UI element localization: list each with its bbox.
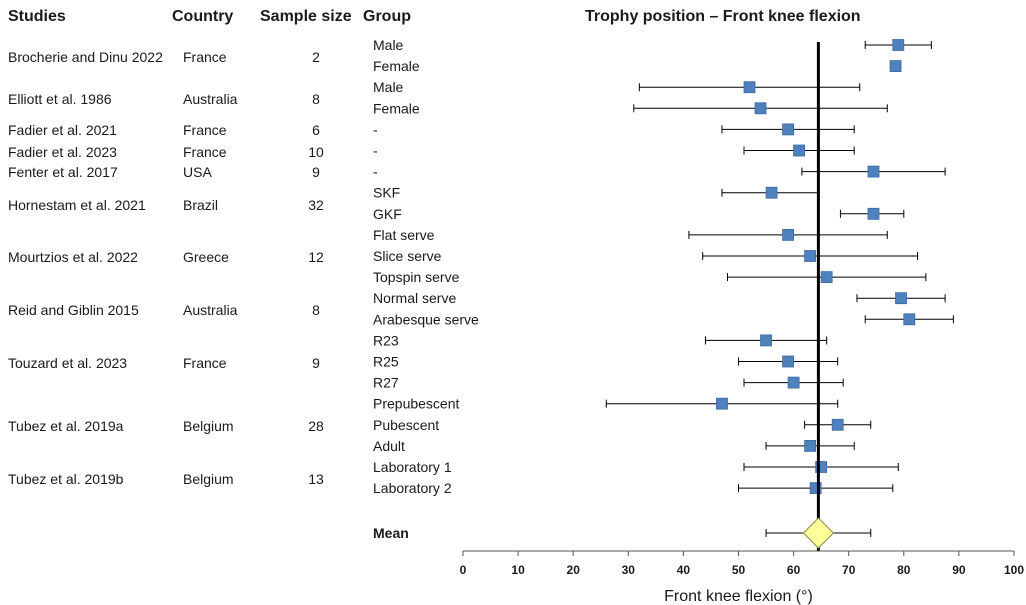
study-country: Australia	[183, 302, 238, 318]
effect-marker	[892, 39, 905, 51]
group-label: -	[373, 143, 378, 159]
x-tick-label: 70	[842, 563, 856, 577]
group-label: Male	[373, 37, 404, 53]
study-sample-size: 32	[308, 197, 324, 213]
effect-marker	[815, 461, 828, 473]
effect-marker	[787, 376, 800, 389]
study-name: Fadier et al. 2023	[8, 144, 117, 160]
group-label: -	[373, 121, 378, 137]
group-label: Laboratory 2	[373, 480, 452, 496]
study-sample-size: 10	[308, 144, 324, 160]
effect-marker	[782, 228, 794, 241]
group-label: GKF	[373, 206, 402, 222]
study-sample-size: 12	[308, 249, 324, 265]
study-country: Belgium	[183, 471, 234, 487]
study-sample-size: 8	[312, 91, 320, 107]
effect-marker	[782, 123, 794, 136]
group-label: SKF	[373, 185, 400, 201]
plot-title: Trophy position – Front knee flexion	[585, 8, 861, 25]
header-studies: Studies	[8, 8, 66, 25]
study-sample-size: 9	[312, 355, 320, 371]
effect-marker	[867, 207, 880, 220]
effect-marker	[743, 81, 756, 94]
study-country: Greece	[183, 249, 229, 265]
study-name: Fenter et al. 2017	[8, 164, 118, 180]
effect-marker	[895, 292, 907, 305]
effect-marker	[889, 60, 902, 72]
group-label: Pubescent	[373, 417, 439, 433]
study-country: France	[183, 122, 227, 138]
study-sample-size: 2	[312, 49, 320, 65]
effect-marker	[867, 165, 880, 178]
effect-marker	[782, 355, 794, 368]
study-name: Hornestam et al. 2021	[8, 197, 146, 213]
study-sample-size: 9	[312, 164, 320, 180]
group-label: Female	[373, 58, 420, 74]
x-tick-label: 20	[567, 563, 581, 577]
group-label: Prepubescent	[373, 396, 460, 412]
effect-marker	[716, 397, 728, 410]
x-tick-label: 0	[460, 563, 467, 577]
header-sample-size: Sample size	[260, 8, 352, 25]
study-country: Australia	[183, 91, 238, 107]
x-tick-label: 80	[897, 563, 911, 577]
group-label: Female	[373, 100, 420, 116]
study-name: Fadier et al. 2021	[8, 122, 117, 138]
effect-marker	[831, 418, 844, 431]
effect-marker	[809, 482, 822, 495]
summary-label: Mean	[373, 525, 409, 541]
study-name: Touzard et al. 2023	[8, 355, 128, 371]
effect-marker	[754, 102, 767, 115]
x-tick-label: 40	[677, 563, 691, 577]
study-sample-size: 6	[312, 122, 320, 138]
study-sample-size: 8	[312, 302, 320, 318]
x-axis-label: Front knee flexion (°)	[664, 588, 813, 605]
study-name: Reid and Giblin 2015	[8, 302, 139, 318]
study-country: France	[183, 49, 227, 65]
group-label: Adult	[373, 438, 405, 454]
study-name: Elliott et al. 1986	[8, 91, 112, 107]
group-label: Laboratory 1	[373, 459, 452, 475]
group-label: Topspin serve	[373, 269, 460, 285]
effect-marker	[793, 144, 806, 157]
group-label: Arabesque serve	[373, 311, 479, 327]
x-tick-label: 50	[732, 563, 746, 577]
group-label: Flat serve	[373, 227, 435, 243]
effect-marker	[903, 313, 916, 326]
group-label: Normal serve	[373, 290, 456, 306]
x-tick-label: 90	[952, 563, 966, 577]
x-tick-label: 60	[787, 563, 801, 577]
x-tick-label: 30	[622, 563, 636, 577]
study-name: Mourtzios et al. 2022	[8, 249, 138, 265]
group-label: R23	[373, 332, 399, 348]
effect-marker	[804, 439, 817, 452]
effect-marker	[820, 271, 833, 284]
study-country: USA	[183, 164, 212, 180]
group-label: R27	[373, 375, 399, 391]
study-name: Brocherie and Dinu 2022	[8, 49, 163, 65]
effect-marker	[760, 334, 772, 347]
effect-marker	[765, 186, 778, 199]
x-tick-label: 10	[511, 563, 525, 577]
group-label: R25	[373, 354, 399, 370]
study-country: Brazil	[183, 197, 219, 213]
study-sample-size: 28	[308, 418, 324, 434]
x-tick-label: 100	[1004, 563, 1024, 577]
summary-diamond	[802, 517, 835, 549]
effect-marker	[804, 250, 817, 262]
header-country: Country	[172, 8, 234, 25]
study-sample-size: 13	[308, 471, 324, 487]
study-country: Belgium	[183, 418, 234, 434]
study-country: France	[183, 355, 227, 371]
group-label: Slice serve	[373, 248, 442, 264]
header-group: Group	[363, 8, 411, 25]
study-name: Tubez et al. 2019a	[8, 418, 124, 434]
study-country: France	[183, 144, 227, 160]
group-label: -	[373, 164, 378, 180]
study-name: Tubez et al. 2019b	[8, 471, 124, 487]
group-label: Male	[373, 79, 404, 95]
